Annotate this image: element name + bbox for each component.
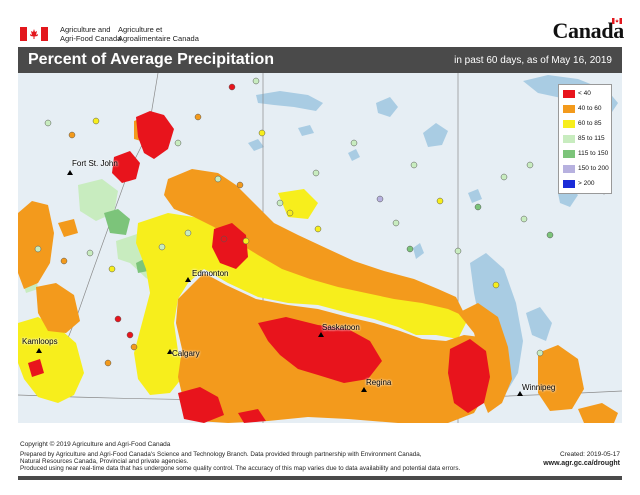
precipitation-map: Fort St. John Edmonton Kamloops Calgary … — [18, 73, 622, 423]
city-label-edmonton: Edmonton — [192, 269, 229, 278]
map-canvas — [18, 73, 622, 423]
legend-item: 85 to 115 — [563, 134, 611, 144]
gov-en-line1: Agriculture and — [60, 25, 111, 34]
legend-swatch — [563, 180, 575, 188]
legend-label: 85 to 115 — [578, 135, 605, 142]
zone-under-40 — [28, 111, 490, 423]
website-link[interactable]: www.agr.gc.ca/drought — [543, 460, 620, 467]
copyright-notice: Copyright © 2019 Agriculture and Agri-Fo… — [20, 441, 171, 448]
legend-item: 115 to 150 — [563, 149, 611, 159]
city-label-fort-st-john: Fort St. John — [72, 159, 118, 168]
map-title: Percent of Average Precipitation — [28, 51, 274, 68]
legend-item: 60 to 85 — [563, 119, 611, 129]
gov-fr-line2: Agroalimentaire Canada — [118, 33, 199, 43]
legend-swatch — [563, 150, 575, 158]
city-label-saskatoon: Saskatoon — [322, 323, 360, 332]
bottom-bar — [18, 476, 622, 480]
legend-label: < 40 — [578, 90, 591, 97]
legend-item: 40 to 60 — [563, 104, 611, 114]
legend-item: < 40 — [563, 89, 611, 99]
city-markers — [36, 170, 523, 396]
legend-label: 40 to 60 — [578, 105, 602, 112]
city-label-calgary: Calgary — [172, 349, 200, 358]
canada-flag-icon — [20, 27, 48, 41]
legend-label: 115 to 150 — [578, 150, 609, 157]
legend-label: > 200 — [578, 180, 595, 187]
legend-swatch — [563, 90, 575, 98]
gov-en-line2: Agri-Food Canada — [60, 33, 122, 43]
legend-swatch — [563, 165, 575, 173]
header: Agriculture and Agri-Food Canada Agricul… — [0, 0, 640, 44]
government-name-english: Agriculture and Agri-Food Canada — [60, 25, 122, 43]
title-bar: Percent of Average Precipitation in past… — [18, 47, 622, 73]
wordmark-flag-icon — [612, 18, 622, 24]
legend-label: 150 to 200 — [578, 165, 609, 172]
footer-line-3: Produced using near real-time data that … — [20, 465, 461, 472]
city-label-regina: Regina — [366, 378, 392, 387]
footer-line-1: Prepared by Agriculture and Agri-Food Ca… — [20, 451, 422, 458]
legend-swatch — [563, 105, 575, 113]
legend-swatch — [563, 120, 575, 128]
city-label-winnipeg: Winnipeg — [522, 383, 556, 392]
legend-item: > 200 — [563, 179, 611, 189]
footer-line-2: Natural Resources Canada, Provincial and… — [20, 458, 189, 465]
legend-swatch — [563, 135, 575, 143]
legend-label: 60 to 85 — [578, 120, 602, 127]
gov-fr-line1: Agriculture et — [118, 25, 163, 34]
map-subtitle: in past 60 days, as of May 16, 2019 — [454, 55, 612, 66]
legend: < 40 40 to 60 60 to 85 85 to 115 115 to … — [558, 84, 612, 194]
city-label-kamloops: Kamloops — [22, 337, 58, 346]
government-name-french: Agriculture et Agroalimentaire Canada — [118, 25, 199, 43]
created-date: Created: 2019-05-17 — [560, 451, 620, 458]
legend-item: 150 to 200 — [563, 164, 611, 174]
footer: Prepared by Agriculture and Agri-Food Ca… — [18, 451, 622, 473]
